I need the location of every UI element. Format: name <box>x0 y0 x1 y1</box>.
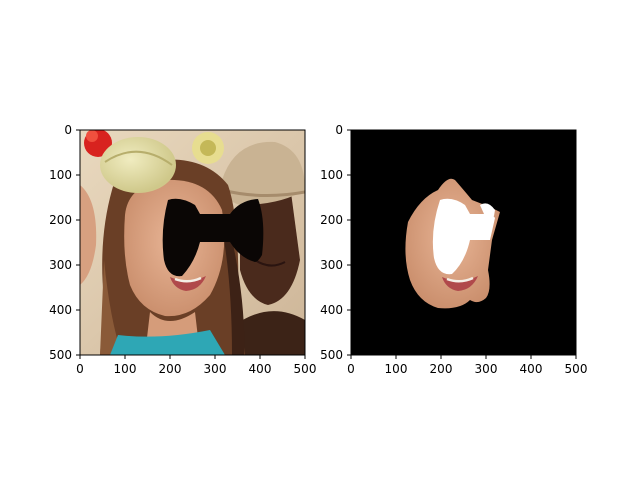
left-y-tick-label: 0 <box>64 123 72 137</box>
left-y-tick-label: 400 <box>49 303 72 317</box>
left-x-tick-labels: 0 100 200 300 400 500 <box>76 362 316 376</box>
left-y-tick-label: 100 <box>49 168 72 182</box>
right-segmentation <box>351 130 576 355</box>
right-x-tick-labels: 0 100 200 300 400 500 <box>347 362 587 376</box>
right-x-tick-label: 0 <box>347 362 355 376</box>
right-y-axis <box>347 129 351 356</box>
left-photo <box>80 130 305 355</box>
right-y-tick-label: 300 <box>320 258 343 272</box>
right-y-tick-label: 100 <box>320 168 343 182</box>
left-y-axis <box>76 129 80 356</box>
right-x-tick-label: 300 <box>475 362 498 376</box>
left-axes-frame <box>79 129 306 356</box>
right-x-tick-label: 100 <box>385 362 408 376</box>
left-x-tick-label: 500 <box>294 362 317 376</box>
left-y-tick-label: 300 <box>49 258 72 272</box>
left-x-tick-label: 0 <box>76 362 84 376</box>
right-y-tick-labels: 0 100 200 300 400 500 <box>320 123 343 362</box>
left-x-axis <box>79 355 306 359</box>
right-y-tick-label: 400 <box>320 303 343 317</box>
left-y-tick-label: 200 <box>49 213 72 227</box>
right-y-tick-label: 500 <box>320 348 343 362</box>
left-y-tick-label: 500 <box>49 348 72 362</box>
right-x-tick-label: 400 <box>520 362 543 376</box>
right-x-axis <box>350 355 577 359</box>
left-x-tick-label: 300 <box>204 362 227 376</box>
right-axes-frame <box>350 129 577 356</box>
left-y-tick-labels: 0 100 200 300 400 500 <box>49 123 72 362</box>
right-y-tick-label: 200 <box>320 213 343 227</box>
right-x-tick-label: 500 <box>565 362 588 376</box>
right-x-tick-label: 200 <box>430 362 453 376</box>
left-x-tick-label: 100 <box>114 362 137 376</box>
left-x-tick-label: 400 <box>249 362 272 376</box>
left-x-tick-label: 200 <box>159 362 182 376</box>
right-y-tick-label: 0 <box>335 123 343 137</box>
